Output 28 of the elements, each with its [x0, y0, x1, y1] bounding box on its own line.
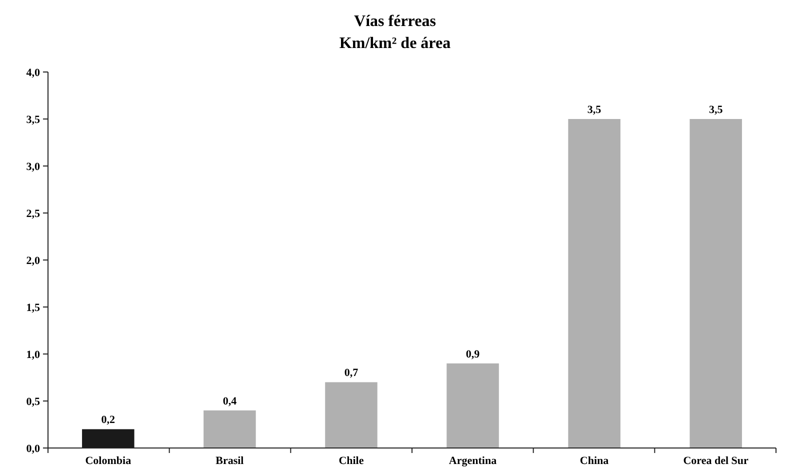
y-tick-label: 2,0	[26, 254, 40, 267]
y-tick-label: 0,5	[26, 396, 40, 408]
x-tick-label: China	[580, 455, 610, 467]
y-tick-label: 3,0	[26, 160, 40, 173]
y-tick-label: 0,0	[26, 442, 40, 455]
bar	[204, 410, 256, 448]
y-tick-label: 3,5	[26, 114, 40, 126]
bar	[325, 382, 378, 448]
x-tick-label: Argentina	[448, 455, 498, 467]
chart-subtitle: Km/km² de área	[339, 35, 451, 52]
data-label: 0,9	[466, 348, 480, 360]
x-tick-label: Corea del Sur	[683, 455, 749, 467]
bar	[568, 119, 620, 448]
x-tick-label: Chile	[338, 455, 364, 467]
y-tick-label: 1,0	[26, 348, 40, 361]
data-label: 0,2	[101, 414, 116, 426]
data-label: 0,7	[344, 367, 359, 380]
data-label: 3,5	[708, 104, 724, 116]
bar	[690, 119, 742, 448]
data-label: 0,4	[222, 395, 238, 408]
chart-title: Vías férreas	[354, 13, 436, 30]
x-tick-label: Brasil	[216, 455, 244, 467]
bar	[446, 363, 499, 448]
data-label: 3,5	[587, 104, 602, 116]
x-tick-label: Colombia	[85, 455, 132, 467]
y-tick-label: 4,0	[26, 66, 40, 79]
y-tick-label: 2,5	[26, 208, 40, 220]
y-tick-label: 1,5	[26, 302, 40, 314]
